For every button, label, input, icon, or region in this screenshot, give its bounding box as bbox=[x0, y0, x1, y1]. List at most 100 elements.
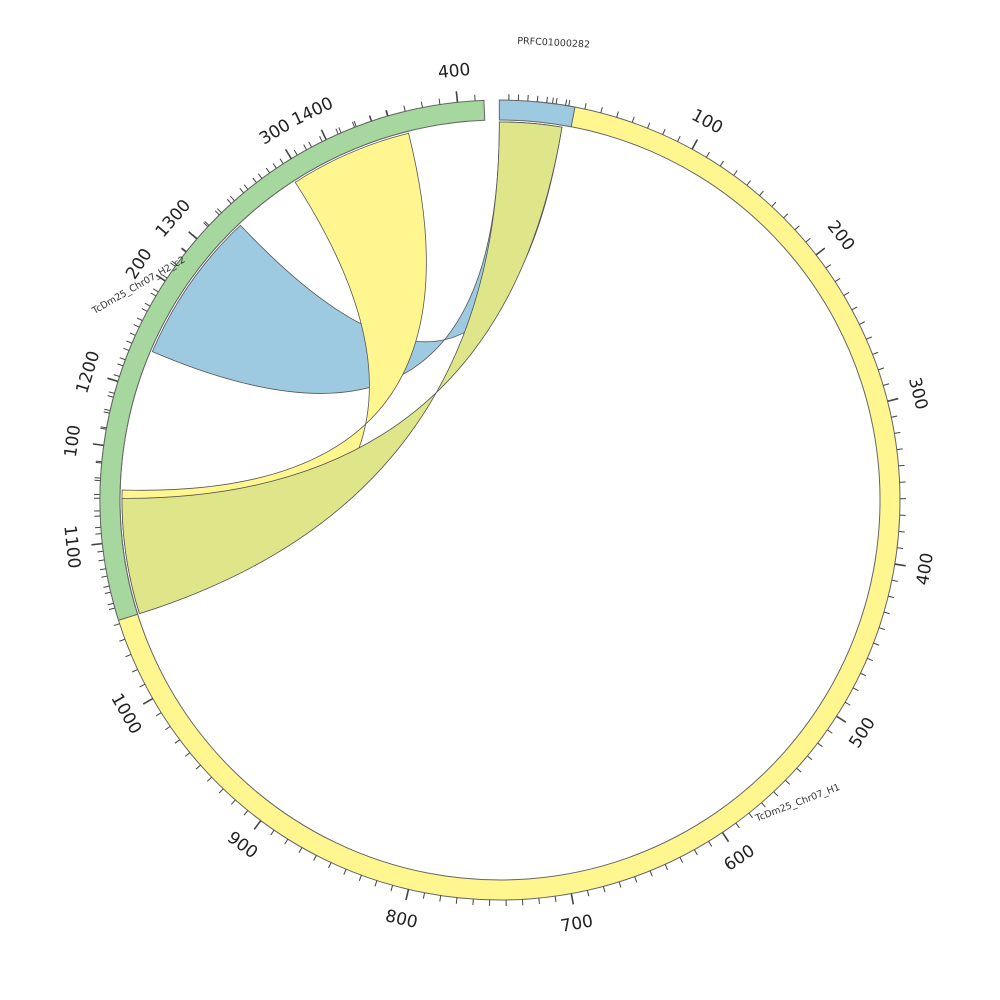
minor-tick bbox=[568, 99, 571, 107]
tick-label: 200 bbox=[823, 217, 859, 255]
minor-tick bbox=[113, 374, 120, 377]
major-tick bbox=[155, 274, 166, 282]
tick-label: 300 bbox=[256, 115, 294, 149]
tick-label: 800 bbox=[383, 906, 419, 933]
minor-tick bbox=[759, 190, 764, 196]
minor-tick bbox=[270, 829, 275, 836]
segment-prfc: PRFC01000282 bbox=[498, 36, 590, 128]
minor-tick bbox=[552, 97, 554, 104]
minor-tick bbox=[827, 729, 833, 734]
minor-tick bbox=[631, 116, 635, 123]
tick-label: 100 bbox=[61, 424, 85, 459]
minor-tick bbox=[104, 591, 111, 594]
tick-label: 600 bbox=[721, 841, 759, 876]
tick-label: 1000 bbox=[106, 690, 145, 737]
segment-h2-arc bbox=[99, 99, 486, 621]
minor-tick bbox=[455, 897, 458, 904]
minor-tick bbox=[834, 277, 841, 283]
minor-tick bbox=[817, 742, 823, 748]
tick-label: 1400 bbox=[289, 93, 337, 130]
minor-tick bbox=[878, 627, 885, 631]
minor-tick bbox=[152, 288, 159, 293]
tick-label: 400 bbox=[913, 551, 938, 586]
minor-tick bbox=[97, 550, 104, 553]
minor-tick bbox=[313, 855, 317, 861]
minor-tick bbox=[132, 669, 138, 673]
major-tick bbox=[405, 889, 410, 901]
minor-tick bbox=[679, 857, 684, 863]
minor-tick bbox=[284, 838, 289, 845]
minor-tick bbox=[878, 367, 885, 371]
minor-tick bbox=[195, 764, 201, 770]
segment-label-prfc: PRFC01000282 bbox=[517, 36, 590, 51]
major-tick bbox=[284, 148, 292, 160]
major-tick bbox=[91, 542, 103, 546]
minor-tick bbox=[279, 158, 284, 165]
minor-tick bbox=[420, 101, 423, 108]
tick-label: 1300 bbox=[152, 196, 195, 242]
minor-tick bbox=[546, 96, 548, 103]
minor-tick bbox=[647, 122, 651, 129]
minor-tick bbox=[649, 870, 653, 877]
minor-tick bbox=[805, 237, 811, 243]
minor-tick bbox=[100, 427, 107, 430]
minor-tick bbox=[634, 876, 638, 883]
minor-tick bbox=[536, 95, 539, 102]
minor-tick bbox=[99, 568, 107, 571]
minor-tick bbox=[335, 128, 339, 135]
minor-tick bbox=[390, 885, 394, 892]
minor-tick bbox=[203, 222, 209, 228]
minor-tick bbox=[618, 881, 622, 888]
minor-tick bbox=[358, 875, 362, 882]
minor-tick bbox=[351, 121, 356, 128]
minor-tick bbox=[119, 638, 126, 642]
minor-tick bbox=[293, 149, 298, 156]
major-tick bbox=[570, 893, 575, 905]
minor-tick bbox=[328, 862, 332, 869]
minor-tick bbox=[319, 136, 323, 142]
minor-tick bbox=[343, 869, 347, 875]
minor-tick bbox=[748, 812, 754, 819]
minor-tick bbox=[719, 160, 724, 167]
minor-tick bbox=[773, 791, 779, 797]
minor-tick bbox=[807, 755, 813, 761]
minor-tick bbox=[439, 895, 442, 902]
minor-tick bbox=[859, 321, 865, 325]
link-ribbon-h2-prfc bbox=[121, 121, 563, 615]
minor-tick bbox=[170, 262, 176, 267]
minor-tick bbox=[891, 579, 898, 582]
minor-tick bbox=[133, 324, 140, 328]
minor-tick bbox=[897, 547, 904, 550]
major-tick bbox=[815, 247, 826, 256]
major-tick bbox=[691, 139, 699, 150]
major-tick bbox=[721, 832, 730, 843]
minor-tick bbox=[180, 248, 187, 253]
minor-tick bbox=[565, 99, 568, 106]
minor-tick bbox=[214, 210, 220, 216]
minor-tick bbox=[107, 395, 114, 398]
link-ribbon-h1-h2 bbox=[121, 132, 427, 615]
minor-tick bbox=[896, 448, 903, 451]
minor-tick bbox=[230, 196, 235, 202]
minor-tick bbox=[368, 115, 372, 122]
minor-tick bbox=[150, 292, 157, 297]
minor-tick bbox=[123, 347, 130, 351]
tick-label: 300 bbox=[904, 375, 931, 411]
minor-tick bbox=[226, 198, 232, 205]
minor-tick bbox=[438, 98, 441, 105]
minor-tick bbox=[898, 464, 905, 467]
minor-tick bbox=[616, 111, 619, 118]
minor-tick bbox=[204, 220, 210, 226]
minor-tick bbox=[693, 849, 698, 856]
tick-label: 400 bbox=[437, 60, 471, 83]
minor-tick bbox=[867, 657, 874, 662]
tick-label: 500 bbox=[845, 714, 879, 752]
tick-label: 100 bbox=[688, 105, 726, 138]
minor-tick bbox=[308, 141, 313, 148]
minor-tick bbox=[257, 173, 263, 179]
minor-tick bbox=[95, 460, 102, 463]
minor-tick bbox=[239, 187, 245, 194]
minor-tick bbox=[385, 110, 389, 117]
minor-tick bbox=[144, 302, 151, 307]
minor-tick bbox=[872, 351, 879, 355]
